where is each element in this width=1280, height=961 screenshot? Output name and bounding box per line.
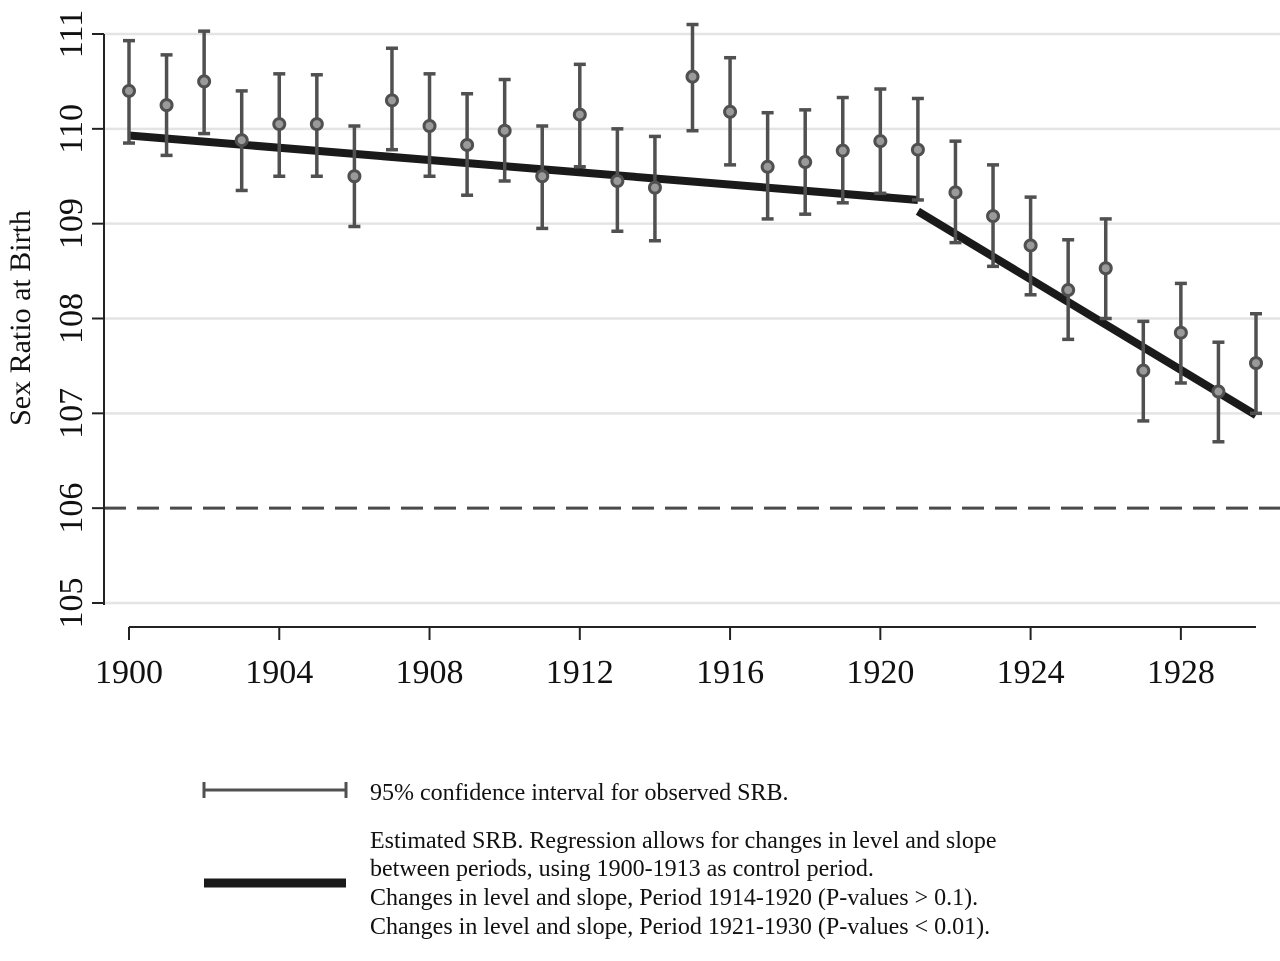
observed-point: [1211, 384, 1226, 399]
observed-point: [723, 104, 738, 119]
observed-point: [873, 134, 888, 149]
observed-point: [835, 143, 850, 158]
observed-point: [347, 169, 362, 184]
observed-point: [610, 173, 625, 188]
y-tick-label: 105: [53, 578, 90, 629]
fitted-segment-1: [128, 131, 919, 204]
observed-points: [122, 69, 1263, 399]
observed-point: [422, 118, 437, 133]
observed-point: [1136, 363, 1151, 378]
observed-point: [798, 155, 813, 170]
observed-point: [1249, 356, 1263, 371]
observed-point: [910, 142, 925, 157]
observed-point: [234, 133, 249, 148]
x-tick-label: 1920: [846, 654, 914, 691]
observed-point: [1098, 261, 1113, 276]
legend-ci-label: 95% confidence interval for observed SRB…: [370, 780, 789, 806]
observed-point: [122, 83, 136, 98]
observed-point: [647, 180, 662, 195]
x-tick-label: 1928: [1147, 654, 1215, 691]
confidence-intervals: [123, 22, 1262, 444]
observed-point: [986, 209, 1001, 224]
x-tick-label: 1924: [997, 654, 1065, 691]
observed-point: [384, 93, 399, 108]
observed-point: [572, 107, 587, 122]
y-tick-label: 107: [53, 388, 90, 439]
observed-point: [497, 123, 512, 138]
observed-point: [272, 117, 287, 132]
y-tick-label: 109: [53, 198, 90, 249]
x-tick-label: 1912: [546, 654, 614, 691]
observed-point: [760, 159, 775, 174]
x-tick-label: 1916: [696, 654, 764, 691]
x-tick-label: 1908: [396, 654, 464, 691]
observed-point: [159, 98, 174, 113]
legend-fit-line-4: Changes in level and slope, Period 1921-…: [370, 914, 990, 940]
observed-point: [685, 69, 700, 84]
y-tick-label: 111: [53, 10, 90, 58]
observed-point: [460, 137, 475, 152]
fitted-segment-2: [915, 207, 1259, 419]
y-tick-label: 110: [53, 104, 90, 154]
x-tick-label: 1900: [95, 654, 163, 691]
observed-point: [1061, 283, 1076, 298]
observed-point: [197, 74, 212, 89]
observed-point: [309, 117, 324, 132]
y-axis-label: Sex Ratio at Birth: [4, 210, 37, 426]
observed-point: [948, 185, 963, 200]
legend-ci-key: [202, 782, 348, 798]
x-ticks: 1900 1904 1908 1912 1916 1920 1924 1928: [95, 627, 1215, 691]
x-tick-label: 1904: [245, 654, 313, 691]
fitted-lines: [128, 131, 1259, 419]
observed-point: [535, 169, 550, 184]
legend-fit-line-1: Estimated SRB. Regression allows for cha…: [370, 828, 997, 854]
y-tick-label: 106: [53, 483, 90, 534]
y-ticks: 105 106 107 108 109 110 111: [53, 10, 104, 629]
y-tick-label: 108: [53, 293, 90, 344]
observed-point: [1023, 238, 1038, 253]
legend-fit-line-3: Changes in level and slope, Period 1914-…: [370, 885, 978, 911]
observed-point: [1173, 325, 1188, 340]
legend-fit-line-2: between periods, using 1900-1913 as cont…: [370, 856, 874, 882]
legend: 95% confidence interval for observed SRB…: [202, 780, 997, 940]
